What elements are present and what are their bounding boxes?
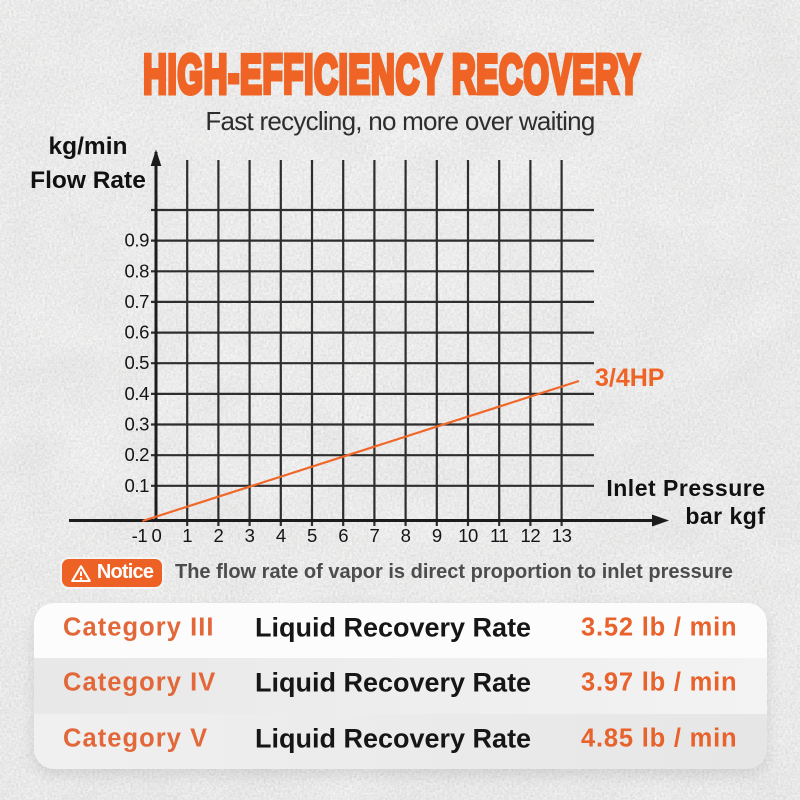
svg-text:0.6: 0.6 (124, 322, 149, 343)
svg-text:11: 11 (490, 525, 509, 546)
svg-text:0.9: 0.9 (124, 230, 149, 251)
svg-text:0: 0 (152, 525, 162, 546)
svg-text:5: 5 (307, 525, 317, 546)
svg-text:10: 10 (458, 525, 478, 546)
svg-text:2: 2 (213, 525, 223, 546)
svg-text:4: 4 (276, 525, 286, 546)
svg-text:0.2: 0.2 (124, 444, 149, 465)
svg-text:3: 3 (245, 525, 255, 546)
svg-text:0.7: 0.7 (124, 291, 149, 312)
svg-text:-1: -1 (132, 525, 148, 546)
svg-text:8: 8 (401, 525, 411, 546)
svg-text:12: 12 (521, 525, 541, 546)
svg-text:0.5: 0.5 (124, 352, 149, 373)
svg-text:0.3: 0.3 (124, 414, 149, 435)
svg-text:13: 13 (552, 525, 572, 546)
svg-text:7: 7 (369, 525, 379, 546)
svg-text:0.4: 0.4 (124, 383, 149, 404)
svg-text:0.1: 0.1 (124, 475, 149, 496)
svg-text:9: 9 (432, 525, 442, 546)
svg-text:0.8: 0.8 (124, 260, 149, 281)
svg-text:6: 6 (338, 525, 348, 546)
svg-text:1: 1 (182, 525, 192, 546)
